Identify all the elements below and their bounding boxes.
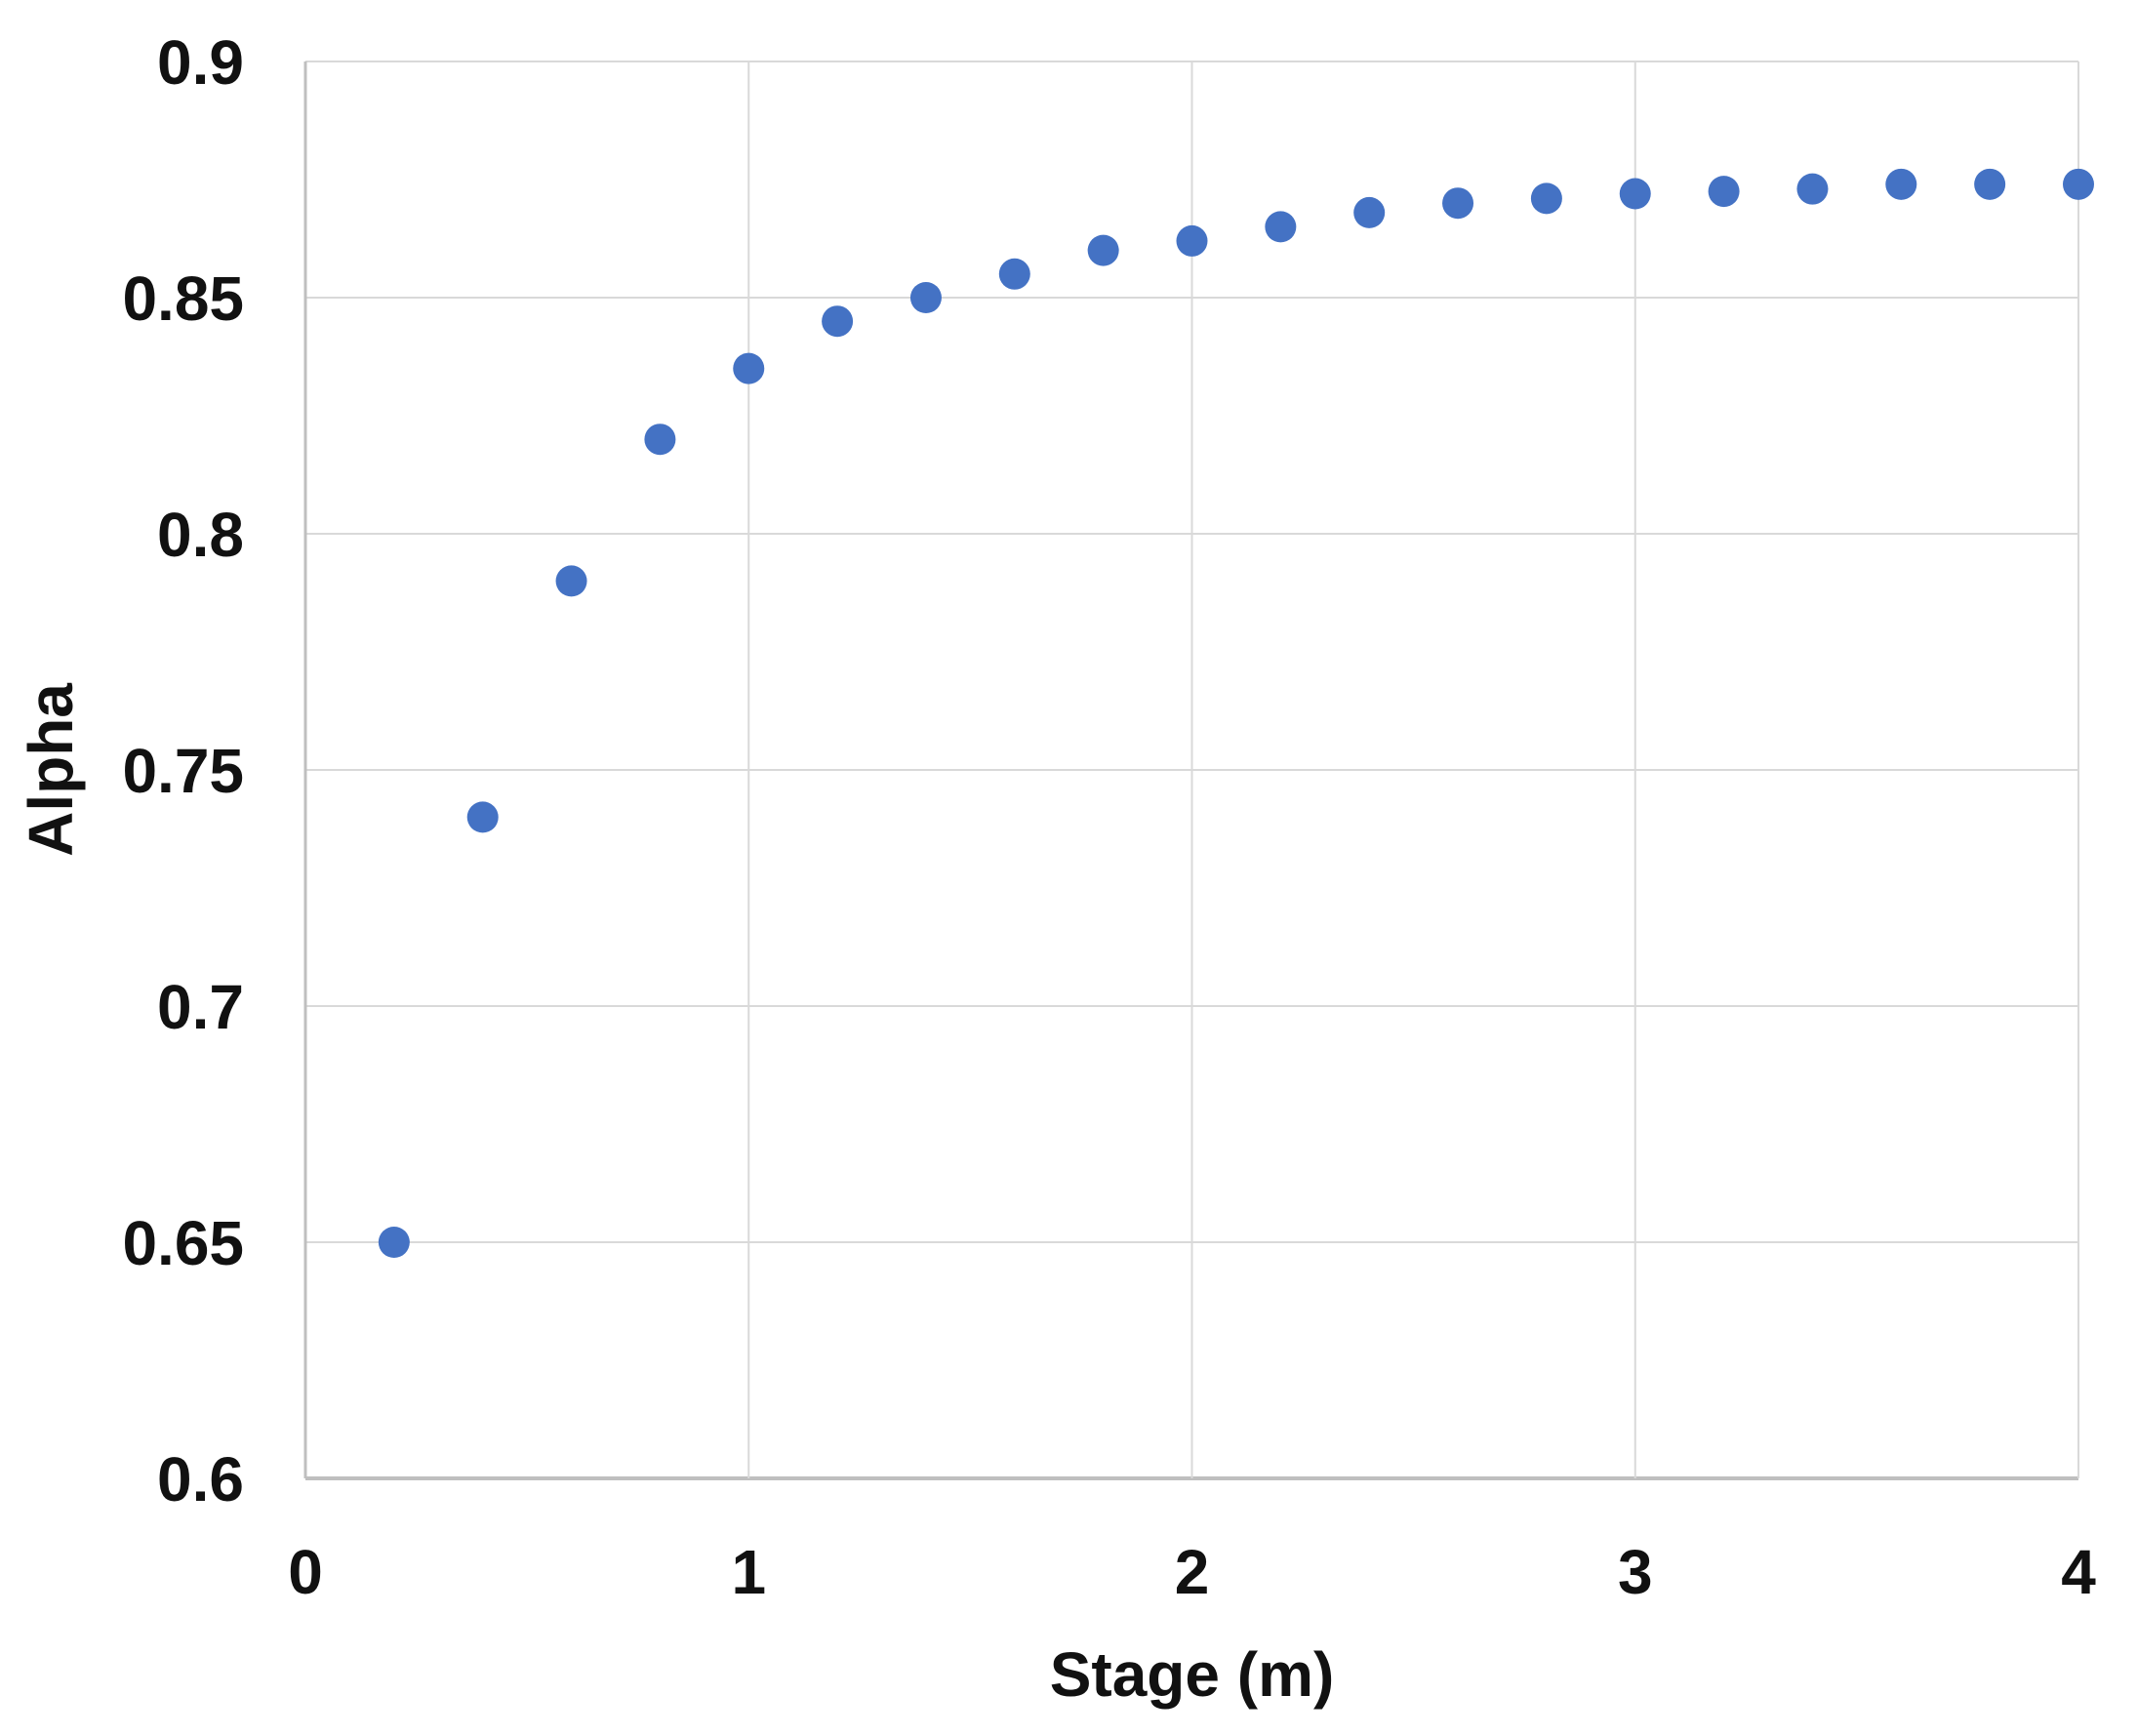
data-point (555, 565, 587, 597)
data-point (1530, 182, 1562, 215)
data-point (1885, 168, 1917, 200)
x-tick-label: 2 (1175, 1537, 1210, 1607)
x-tick-label: 0 (288, 1537, 323, 1607)
data-point (1353, 196, 1386, 228)
data-point (466, 801, 499, 833)
y-tick-label: 0.9 (157, 27, 244, 98)
x-tick-label: 4 (2061, 1537, 2096, 1607)
y-tick-label: 0.6 (157, 1444, 244, 1514)
data-point (1176, 224, 1208, 257)
y-tick-label: 0.85 (122, 263, 244, 334)
data-point (2063, 168, 2094, 200)
y-tick-label: 0.7 (157, 972, 244, 1042)
data-point (998, 258, 1030, 290)
data-point (1974, 168, 2006, 200)
data-point (1619, 178, 1651, 210)
data-point (1087, 234, 1119, 266)
data-point (378, 1227, 410, 1258)
data-point (1708, 176, 1740, 208)
data-point (1796, 173, 1829, 205)
x-tick-label: 1 (731, 1537, 766, 1607)
y-tick-label: 0.8 (157, 500, 244, 570)
data-point (909, 282, 942, 313)
x-axis-title: Stage (m) (1049, 1639, 1335, 1710)
data-point (733, 352, 765, 384)
y-tick-label: 0.65 (122, 1208, 244, 1278)
data-point (822, 305, 854, 338)
x-tick-label: 3 (1618, 1537, 1653, 1607)
data-point (644, 424, 676, 456)
data-point (1265, 211, 1297, 243)
data-point (1442, 187, 1474, 220)
y-tick-label: 0.75 (122, 736, 244, 806)
